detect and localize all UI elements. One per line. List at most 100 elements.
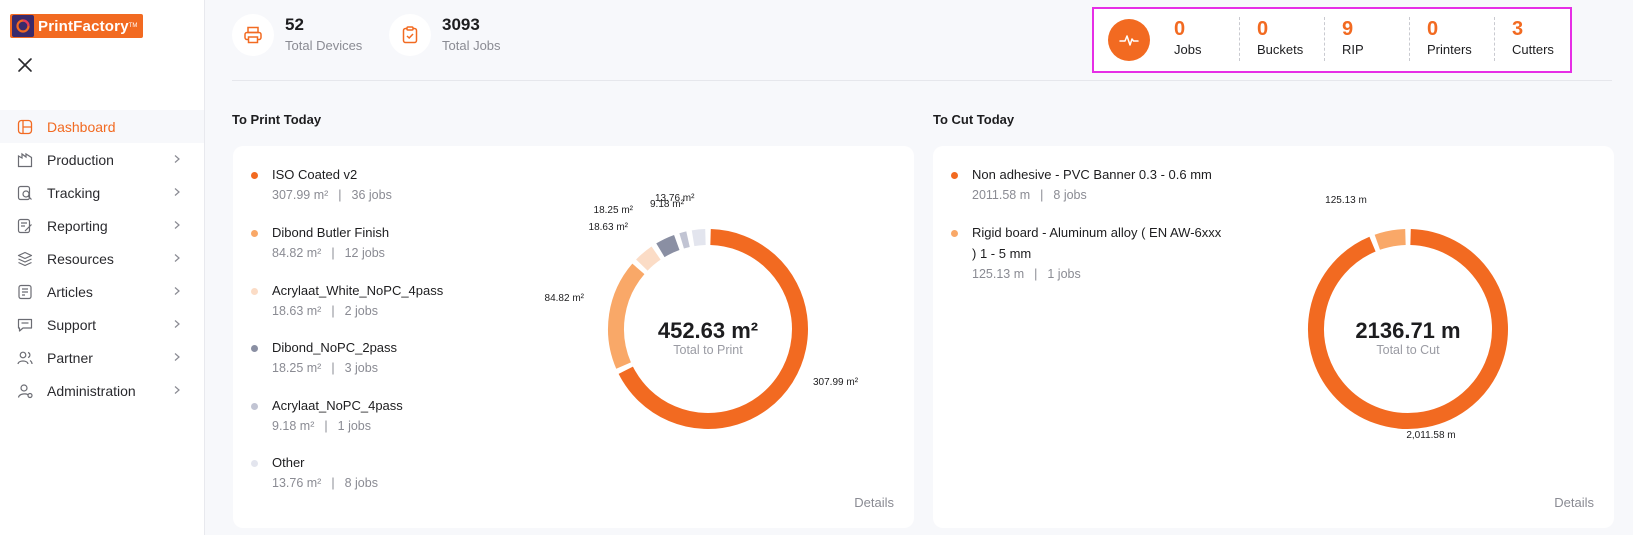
- sidebar-item-tracking[interactable]: Tracking: [0, 176, 204, 209]
- articles-icon: [17, 284, 33, 300]
- sidebar-item-label: Articles: [47, 283, 93, 300]
- divider: [1494, 17, 1495, 61]
- legend-jobs: 1 jobs: [1047, 267, 1081, 281]
- slice-data-label: 84.82 m²: [545, 293, 585, 304]
- legend-amount: 84.82 m²: [272, 246, 322, 260]
- print-card: ISO Coated v2 307.99 m² | 36 jobs Dibond B…: [233, 146, 914, 528]
- legend-name-line1: Rigid board - Aluminum alloy ( EN AW-6xx…: [972, 225, 1222, 240]
- administration-icon: [17, 383, 33, 399]
- legend-amount: 18.25 m²: [272, 361, 322, 375]
- sidebar-item-administration[interactable]: Administration: [0, 374, 204, 407]
- cut-section-title: To Cut Today: [933, 112, 1015, 127]
- cut-card: Non adhesive - PVC Banner 0.3 - 0.6 mm 2…: [933, 146, 1614, 528]
- print-details-link[interactable]: Details: [854, 495, 894, 510]
- legend-name: ISO Coated v2: [272, 167, 358, 182]
- resources-icon: [17, 251, 33, 267]
- activity-printers[interactable]: 0 Printers: [1427, 17, 1472, 59]
- cut-donut-chart: 2136.71 m Total to Cut 2,011.58 m 125.13 …: [1308, 195, 1508, 441]
- legend-name: Non adhesive - PVC Banner 0.3 - 0.6 mm: [972, 167, 1212, 182]
- legend-name: Dibond Butler Finish: [272, 225, 390, 240]
- donut-center-label: Total to Cut: [1376, 343, 1440, 357]
- sidebar-item-partner[interactable]: Partner: [0, 341, 204, 374]
- activity-cutters[interactable]: 3 Cutters: [1512, 17, 1554, 59]
- chevron-right-icon: [174, 320, 180, 328]
- legend-amount: 2011.58 m: [972, 188, 1031, 202]
- slice-data-label: 18.25 m²: [594, 205, 634, 216]
- donut-slice[interactable]: [656, 234, 680, 258]
- donut-slice[interactable]: [691, 229, 706, 247]
- cut-details-link[interactable]: Details: [1554, 495, 1594, 510]
- activity-summary: 0 Jobs 0 Buckets 9 RIP 0 Printers 3 Cutt…: [1092, 7, 1572, 73]
- activity-buckets[interactable]: 0 Buckets: [1257, 17, 1303, 59]
- donut-slice[interactable]: [1374, 229, 1406, 250]
- activity-buckets-label: Buckets: [1257, 42, 1304, 57]
- production-icon: [17, 152, 33, 168]
- legend-name: Acrylaat_NoPC_4pass: [272, 398, 403, 413]
- printfactory-logo-icon: [12, 15, 34, 37]
- chevron-right-icon: [174, 287, 180, 295]
- activity-cutters-label: Cutters: [1512, 42, 1554, 57]
- slice-data-label: 13.76 m²: [655, 193, 695, 204]
- total-devices-value: 52: [285, 15, 304, 34]
- donut-slice[interactable]: [618, 229, 808, 429]
- sidebar-item-label: Partner: [47, 349, 93, 366]
- divider: [1324, 17, 1325, 61]
- printer-icon: [232, 14, 274, 56]
- legend-jobs: 8 jobs: [344, 476, 378, 490]
- donut-slice[interactable]: [608, 263, 645, 369]
- header-divider: [232, 80, 1612, 81]
- brand-logo[interactable]: PrintFactory TM: [10, 14, 144, 38]
- activity-rip-value: 9: [1342, 18, 1354, 40]
- sidebar-item-label: Administration: [47, 382, 136, 399]
- sidebar-item-production[interactable]: Production: [0, 143, 204, 176]
- legend-amount: 125.13 m: [972, 267, 1025, 281]
- legend-meta: 307.99 m² | 36 jobs: [272, 188, 392, 202]
- activity-jobs-value: 0: [1174, 18, 1186, 40]
- legend-meta: 18.25 m² | 3 jobs: [272, 361, 378, 375]
- slice-data-label: 125.13 m: [1325, 195, 1367, 206]
- chevron-right-icon: [174, 353, 180, 361]
- legend-dot: [251, 230, 258, 237]
- legend-meta: 84.82 m² | 12 jobs: [272, 246, 385, 260]
- clipboard-check-icon: [389, 14, 431, 56]
- sidebar-item-label: Tracking: [47, 184, 101, 201]
- total-jobs-label: Total Jobs: [442, 38, 501, 53]
- legend-jobs: 36 jobs: [351, 188, 392, 202]
- slice-data-label: 2,011.58 m: [1406, 430, 1455, 441]
- sidebar-item-reporting[interactable]: Reporting: [0, 209, 204, 242]
- legend-name: Dibond_NoPC_2pass: [272, 340, 398, 355]
- divider: [1409, 17, 1410, 61]
- sidebar: PrintFactory TM Dashboard Production Tra…: [0, 0, 205, 535]
- activity-rip-label: RIP: [1342, 42, 1364, 57]
- sidebar-item-support[interactable]: Support: [0, 308, 204, 341]
- sidebar-item-dashboard[interactable]: Dashboard: [0, 110, 204, 143]
- close-icon: [18, 58, 32, 72]
- donut-slice[interactable]: [636, 246, 661, 271]
- sidebar-item-resources[interactable]: Resources: [0, 242, 204, 275]
- close-menu-button[interactable]: [16, 56, 34, 74]
- total-devices-label: Total Devices: [285, 38, 363, 53]
- tracking-icon: [17, 185, 33, 201]
- donut-center-value: 2136.71 m: [1355, 318, 1460, 343]
- legend-jobs: 12 jobs: [344, 246, 385, 260]
- activity-printers-value: 0: [1427, 18, 1439, 40]
- donut-center-label: Total to Print: [673, 343, 743, 357]
- legend-dot: [251, 345, 258, 352]
- legend-name: Other: [272, 455, 305, 470]
- legend-meta: 18.63 m² | 2 jobs: [272, 304, 378, 318]
- legend-name-line2: ) 1 - 5 mm: [972, 246, 1032, 261]
- sidebar-item-label: Dashboard: [47, 118, 116, 135]
- donut-center-value: 452.63 m²: [658, 318, 758, 343]
- legend-jobs: 3 jobs: [344, 361, 378, 375]
- donut-slice[interactable]: [1308, 229, 1508, 429]
- legend-meta: 125.13 m | 1 jobs: [972, 267, 1081, 281]
- sidebar-item-label: Support: [47, 316, 97, 333]
- slice-data-label: 307.99 m²: [813, 377, 859, 388]
- donut-slice[interactable]: [679, 231, 690, 249]
- legend-dot: [251, 460, 258, 467]
- activity-rip[interactable]: 9 RIP: [1342, 17, 1364, 59]
- sidebar-item-articles[interactable]: Articles: [0, 275, 204, 308]
- activity-jobs[interactable]: 0 Jobs: [1174, 17, 1201, 59]
- chevron-right-icon: [174, 188, 180, 196]
- legend-jobs: 1 jobs: [337, 419, 371, 433]
